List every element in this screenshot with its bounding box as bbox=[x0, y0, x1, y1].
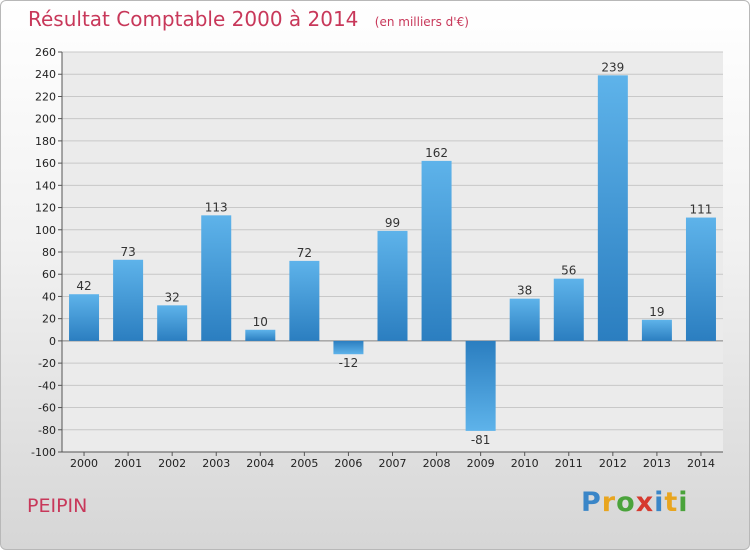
y-tick-label: -40 bbox=[38, 379, 56, 392]
logo-letter: r bbox=[601, 487, 617, 518]
logo-letter: t bbox=[664, 487, 679, 518]
bar-2010 bbox=[509, 298, 540, 341]
y-tick-label: 180 bbox=[35, 135, 56, 148]
y-tick-label: 140 bbox=[35, 179, 56, 192]
data-label-2006: -12 bbox=[339, 356, 359, 370]
y-tick-label: 120 bbox=[35, 202, 56, 215]
y-tick-label: 100 bbox=[35, 224, 56, 237]
x-tick-label-2005: 2005 bbox=[290, 457, 318, 470]
bar-2007 bbox=[377, 230, 408, 341]
bar-2005 bbox=[289, 260, 320, 341]
data-label-2003: 113 bbox=[205, 200, 228, 214]
x-tick-label-2008: 2008 bbox=[423, 457, 451, 470]
bar-2011 bbox=[553, 278, 584, 341]
data-label-2008: 162 bbox=[425, 146, 448, 160]
y-tick-label: 20 bbox=[42, 313, 56, 326]
bar-2006 bbox=[333, 340, 364, 355]
chart-subtitle: (en milliers d'€) bbox=[374, 15, 469, 29]
y-tick-label: 200 bbox=[35, 113, 56, 126]
x-tick-label-2014: 2014 bbox=[687, 457, 715, 470]
x-tick-label-2002: 2002 bbox=[158, 457, 186, 470]
bar-2000 bbox=[69, 294, 100, 341]
bar-2014 bbox=[685, 217, 716, 341]
x-tick-label-2001: 2001 bbox=[114, 457, 142, 470]
data-label-2014: 111 bbox=[690, 203, 713, 217]
x-tick-label-2004: 2004 bbox=[246, 457, 274, 470]
chart-title: Résultat Comptable 2000 à 2014 (en milli… bbox=[28, 7, 469, 31]
logo-letter: o bbox=[616, 487, 636, 518]
y-tick-label: 40 bbox=[42, 290, 56, 303]
x-tick-label-2007: 2007 bbox=[379, 457, 407, 470]
data-label-2004: 10 bbox=[253, 315, 268, 329]
data-label-2002: 32 bbox=[165, 290, 180, 304]
x-tick-label-2006: 2006 bbox=[334, 457, 362, 470]
logo-letter: x bbox=[635, 487, 655, 518]
proxiti-logo: Proxiti bbox=[581, 487, 689, 518]
data-label-2009: -81 bbox=[471, 433, 491, 447]
x-tick-label-2003: 2003 bbox=[202, 457, 230, 470]
x-tick-label-2010: 2010 bbox=[511, 457, 539, 470]
y-tick-label: 80 bbox=[42, 246, 56, 259]
bar-2003 bbox=[201, 215, 232, 341]
y-tick-label: 160 bbox=[35, 157, 56, 170]
y-tick-label: -80 bbox=[38, 424, 56, 437]
logo-letter: P bbox=[581, 487, 602, 518]
data-label-2010: 38 bbox=[517, 284, 532, 298]
data-label-2000: 42 bbox=[76, 279, 91, 293]
bar-2009 bbox=[465, 340, 496, 431]
commune-name: PEIPIN bbox=[27, 495, 88, 517]
x-tick-label-2011: 2011 bbox=[555, 457, 583, 470]
bar-2004 bbox=[245, 329, 276, 341]
bar-2002 bbox=[157, 305, 188, 341]
y-tick-label: -100 bbox=[31, 446, 56, 459]
data-label-2012: 239 bbox=[601, 60, 624, 74]
y-tick-label: 60 bbox=[42, 268, 56, 281]
y-tick-label: -60 bbox=[38, 402, 56, 415]
logo-letter: i bbox=[678, 487, 689, 518]
x-tick-label-2012: 2012 bbox=[599, 457, 627, 470]
logo-letter: i bbox=[654, 487, 665, 518]
data-label-2013: 19 bbox=[649, 305, 664, 319]
bar-2008 bbox=[421, 160, 452, 341]
data-label-2001: 73 bbox=[120, 245, 135, 259]
x-tick-label-2013: 2013 bbox=[643, 457, 671, 470]
chart-title-text: Résultat Comptable 2000 à 2014 bbox=[28, 7, 359, 31]
data-label-2007: 99 bbox=[385, 216, 400, 230]
x-tick-label-2009: 2009 bbox=[467, 457, 495, 470]
data-label-2011: 56 bbox=[561, 264, 576, 278]
x-tick-label-2000: 2000 bbox=[70, 457, 98, 470]
bar-2012 bbox=[597, 75, 628, 341]
y-tick-label: 260 bbox=[35, 46, 56, 59]
y-tick-label: -20 bbox=[38, 357, 56, 370]
y-tick-label: 220 bbox=[35, 90, 56, 103]
data-label-2005: 72 bbox=[297, 246, 312, 260]
y-tick-label: 240 bbox=[35, 68, 56, 81]
bar-2013 bbox=[641, 319, 672, 341]
bar-2001 bbox=[113, 259, 144, 341]
y-tick-label: 0 bbox=[49, 335, 56, 348]
